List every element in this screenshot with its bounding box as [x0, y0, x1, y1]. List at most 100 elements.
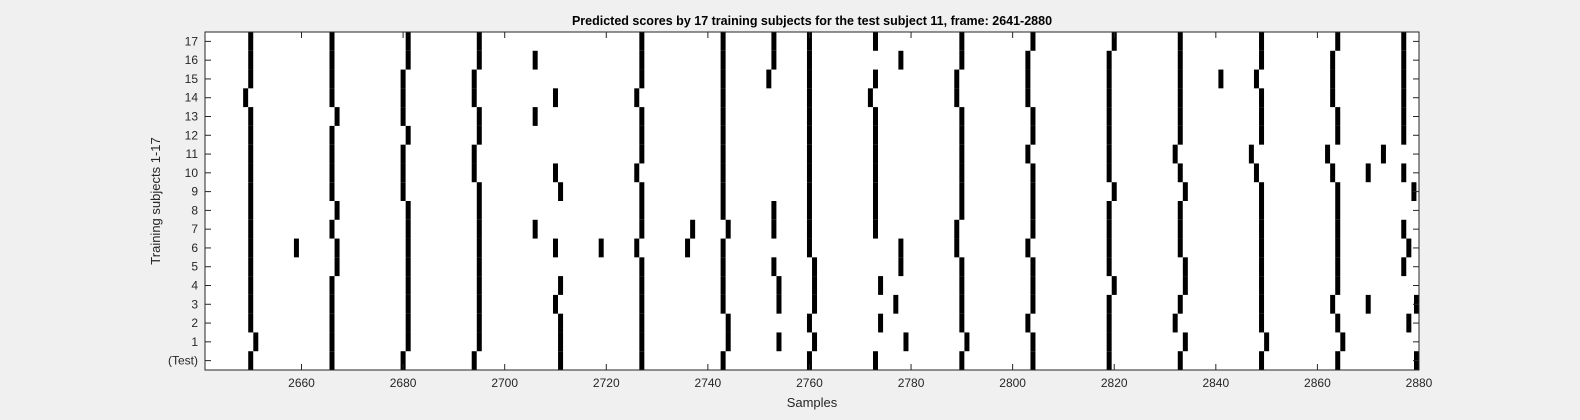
score-mark [806, 351, 812, 370]
score-mark [1177, 32, 1183, 51]
score-mark [725, 313, 731, 333]
score-mark [248, 219, 254, 239]
score-mark [954, 219, 960, 239]
score-mark [867, 88, 873, 108]
row-17 [248, 32, 1407, 51]
score-mark [1030, 107, 1036, 126]
score-mark [400, 69, 406, 89]
score-mark [1106, 163, 1112, 183]
y-tick-label: 15 [185, 72, 199, 86]
score-mark [1259, 107, 1265, 126]
score-mark [806, 125, 812, 145]
score-mark [1106, 219, 1112, 239]
score-mark [532, 107, 538, 126]
score-mark [1259, 32, 1265, 51]
score-mark [248, 69, 254, 89]
score-mark [812, 257, 818, 277]
score-mark [1335, 201, 1341, 220]
score-mark [720, 144, 726, 164]
score-mark [248, 294, 254, 314]
score-mark [248, 144, 254, 164]
score-mark [893, 294, 899, 314]
score-mark [1106, 257, 1112, 277]
score-mark [405, 313, 411, 333]
score-mark [248, 313, 254, 333]
score-mark [639, 69, 645, 89]
score-mark [806, 107, 812, 126]
score-mark [329, 313, 335, 333]
score-mark [639, 313, 645, 333]
score-mark [293, 238, 299, 258]
score-mark [1401, 32, 1407, 51]
score-mark [812, 332, 818, 352]
score-mark [872, 351, 878, 370]
score-mark [1106, 294, 1112, 314]
score-mark [558, 351, 564, 370]
plot-area [205, 32, 1419, 370]
score-mark [248, 163, 254, 183]
score-mark [476, 219, 482, 239]
score-mark [329, 276, 335, 295]
score-mark [1030, 219, 1036, 239]
score-mark [1030, 332, 1036, 352]
score-mark [1025, 69, 1031, 89]
score-mark [959, 257, 965, 277]
y-tick-label: 4 [191, 279, 198, 293]
score-mark [476, 32, 482, 51]
score-mark [1030, 182, 1036, 201]
score-mark [1177, 88, 1183, 108]
x-tick-label: 2700 [491, 376, 518, 390]
score-mark [1259, 351, 1265, 370]
row-10 [248, 163, 1407, 183]
score-mark [959, 107, 965, 126]
score-mark [476, 313, 482, 333]
score-mark [334, 257, 340, 277]
score-mark [1335, 351, 1341, 370]
score-mark [1259, 276, 1265, 295]
score-mark [1177, 69, 1183, 89]
score-mark [959, 163, 965, 183]
score-mark [959, 144, 965, 164]
score-mark [1401, 125, 1407, 145]
score-mark [685, 238, 691, 258]
score-mark [1111, 276, 1117, 295]
score-mark [558, 182, 564, 201]
score-mark [639, 351, 645, 370]
score-mark [334, 107, 340, 126]
score-mark [872, 107, 878, 126]
score-mark [720, 125, 726, 145]
score-mark [552, 238, 558, 258]
score-mark [558, 276, 564, 295]
score-mark [806, 219, 812, 239]
score-mark [1106, 201, 1112, 220]
score-mark [639, 201, 645, 220]
score-mark [1030, 294, 1036, 314]
score-mark [771, 201, 777, 220]
score-mark [1030, 125, 1036, 145]
score-mark [598, 238, 604, 258]
score-mark [471, 69, 477, 89]
row-1 [253, 332, 1346, 352]
score-mark [1335, 107, 1341, 126]
score-mark [1182, 276, 1188, 295]
score-mark [872, 144, 878, 164]
score-mark [1106, 69, 1112, 89]
score-mark [1335, 125, 1341, 145]
score-mark [720, 50, 726, 70]
score-mark [1340, 332, 1346, 352]
score-mark [1177, 201, 1183, 220]
score-mark [248, 238, 254, 258]
score-mark [329, 32, 335, 51]
score-mark [405, 50, 411, 70]
score-mark [476, 257, 482, 277]
score-mark [1030, 276, 1036, 295]
score-mark [405, 32, 411, 51]
x-tick-label: 2780 [898, 376, 925, 390]
score-mark [1177, 163, 1183, 183]
row-2 [248, 313, 1412, 333]
score-mark [1172, 144, 1178, 164]
score-mark [639, 182, 645, 201]
score-mark [471, 351, 477, 370]
